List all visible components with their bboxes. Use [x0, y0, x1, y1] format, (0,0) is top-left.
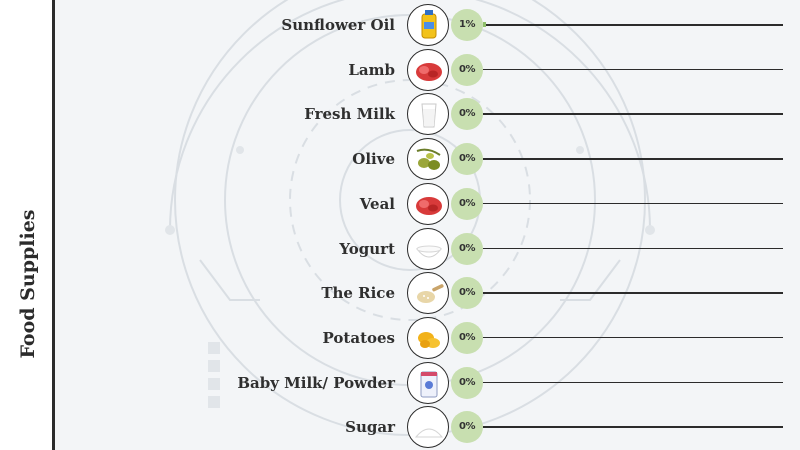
chart-row: Baby Milk/ Powder 0% [0, 361, 800, 405]
oil-bottle-icon [407, 4, 449, 46]
category-label: Potatoes [322, 328, 395, 347]
yogurt-bowl-icon [407, 227, 449, 270]
chart-row: Sugar 0% [0, 405, 800, 449]
category-label: Yogurt [339, 239, 395, 258]
bar-track [483, 426, 783, 428]
category-label: Lamb [348, 60, 395, 79]
category-label: Sugar [345, 418, 395, 437]
chart-row: Lamb 0% [0, 48, 800, 92]
meat-icon [407, 48, 449, 91]
category-label: Fresh Milk [304, 105, 395, 124]
percent-badge: 0% [451, 232, 483, 265]
bar-track [483, 68, 783, 71]
percent-badge: 0% [451, 187, 483, 220]
chart-row: Olive 0% [0, 137, 800, 181]
milk-glass-icon [407, 93, 449, 136]
chart-row: The Rice 0% [0, 271, 800, 315]
bar-track [483, 113, 783, 115]
milk-powder-can-icon [407, 361, 449, 404]
chart-row: Sunflower Oil 1% [0, 3, 800, 47]
potato-icon [407, 316, 449, 359]
rice-spoon-icon [407, 272, 449, 315]
sidebar-divider [52, 0, 55, 450]
bar-track [483, 247, 783, 249]
category-label: The Rice [321, 284, 395, 303]
bar-track [483, 336, 783, 339]
bar [483, 22, 486, 27]
percent-badge: 1% [451, 9, 483, 41]
category-label: Veal [359, 194, 395, 213]
percent-badge: 0% [451, 411, 483, 444]
percent-badge: 0% [451, 366, 483, 399]
bar-track [483, 158, 783, 160]
bar-track [483, 202, 783, 205]
chart-row: Veal 0% [0, 182, 800, 226]
sidebar-panel: Food Supplies [0, 0, 52, 450]
percent-badge: 0% [451, 143, 483, 176]
percent-badge: 0% [451, 321, 483, 354]
chart-row: Potatoes 0% [0, 316, 800, 360]
percent-badge: 0% [451, 277, 483, 310]
meat-icon [407, 182, 449, 225]
chart-row: Fresh Milk 0% [0, 92, 800, 136]
sugar-pile-icon [407, 406, 449, 449]
chart-row: Yogurt 0% [0, 227, 800, 271]
bar-track [483, 381, 783, 384]
category-label: Baby Milk/ Powder [237, 373, 395, 392]
percent-badge: 0% [451, 98, 483, 131]
category-label: Sunflower Oil [281, 16, 395, 34]
bar-track [483, 292, 783, 294]
olive-icon [407, 138, 449, 181]
category-label: Olive [352, 150, 395, 169]
bar-track [483, 24, 783, 26]
percent-badge: 0% [451, 53, 483, 86]
